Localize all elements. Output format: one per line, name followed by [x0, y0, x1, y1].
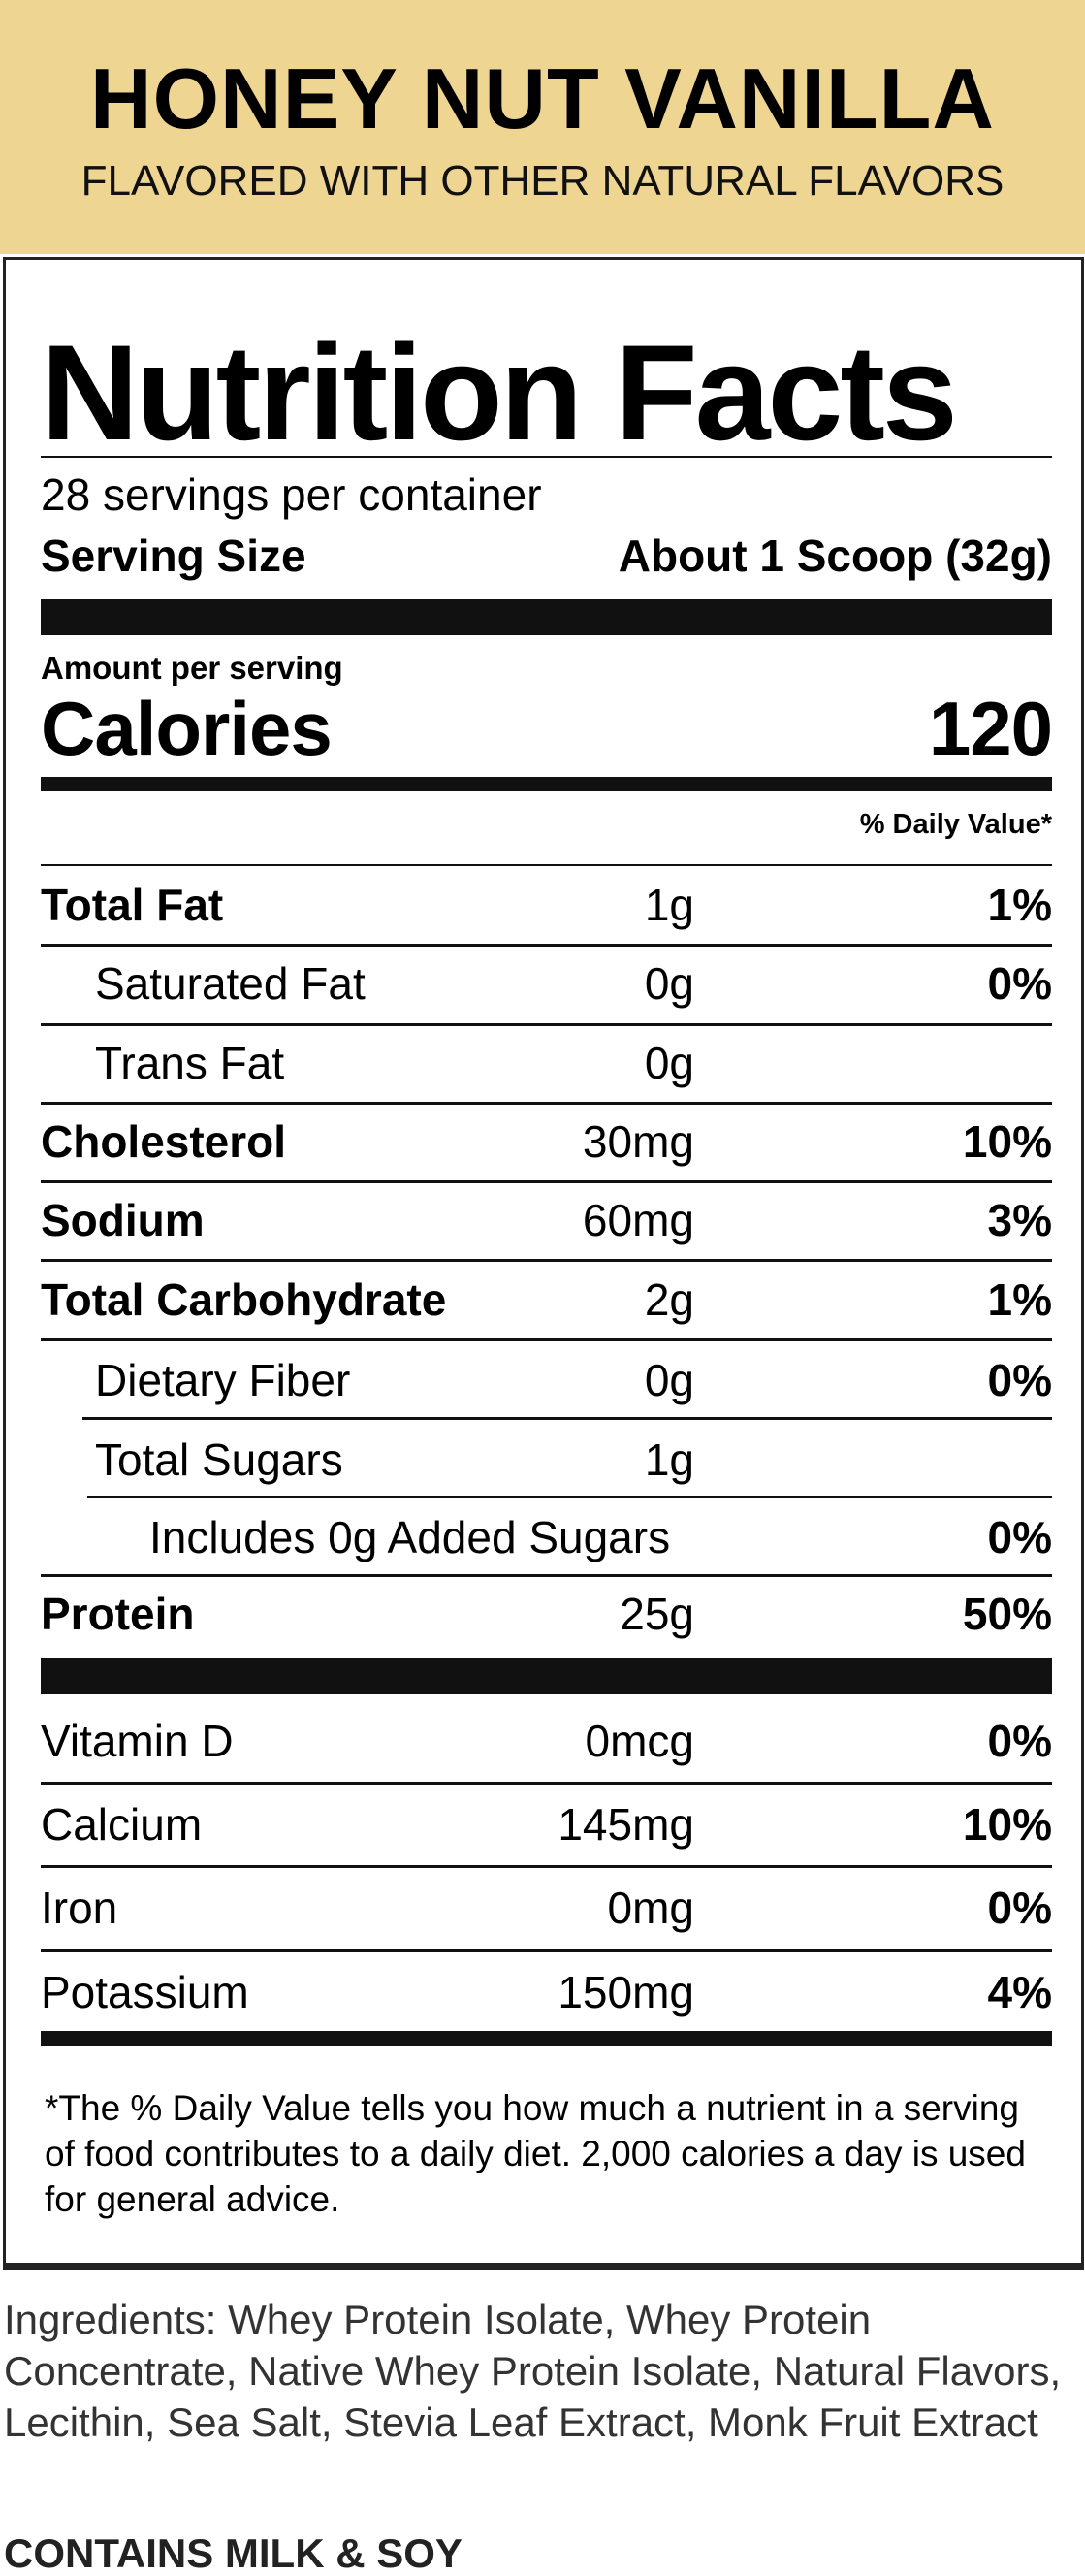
nutrient-daily-value: 0%: [987, 1355, 1052, 1405]
row-divider: [41, 1949, 1052, 1952]
flavor-subtitle: FLAVORED WITH OTHER NATURAL FLAVORS: [80, 157, 1005, 205]
nutrient-amount: 0g: [644, 1038, 694, 1088]
daily-value-footnote: *The % Daily Value tells you how much a …: [45, 2088, 1026, 2219]
nutrient-name: Saturated Fat: [95, 958, 366, 1009]
vitamin-name: Iron: [41, 1883, 118, 1933]
divider: [41, 456, 1052, 458]
vitamin-amount: 0mg: [607, 1883, 694, 1933]
row-divider: [41, 944, 1052, 947]
nutrient-amount: 25g: [620, 1589, 694, 1639]
medium-divider: [41, 2031, 1052, 2046]
nutrient-daily-value: 0%: [987, 1512, 1052, 1562]
nutrient-name: Includes 0g Added Sugars: [149, 1512, 671, 1562]
nutrient-amount: 0g: [644, 1355, 694, 1405]
row-divider: [82, 1417, 1052, 1420]
nutrient-daily-value: 10%: [962, 1116, 1052, 1167]
nutrient-name: Trans Fat: [95, 1038, 285, 1088]
row-divider: [87, 1496, 1052, 1498]
serving-size-value: About 1 Scoop (32g): [618, 531, 1052, 581]
flavor-title: HONEY NUT VANILLA: [90, 50, 995, 146]
calories-value: 120: [928, 686, 1053, 771]
ingredients-label: Ingredients:: [4, 2297, 217, 2342]
vitamin-name: Calcium: [41, 1799, 203, 1850]
nutrition-facts-title: Nutrition Facts: [41, 316, 958, 468]
vitamin-daily-value: 0%: [987, 1716, 1052, 1766]
nutrient-amount: 0g: [644, 958, 694, 1009]
row-divider: [41, 1574, 1052, 1577]
flavor-banner: [0, 0, 1085, 254]
row-divider: [41, 1338, 1052, 1341]
nutrient-name: Total Carbohydrate: [41, 1274, 447, 1325]
nutrient-name: Sodium: [41, 1195, 205, 1245]
vitamin-daily-value: 4%: [987, 1967, 1052, 2017]
nutrient-name: Total Fat: [41, 880, 224, 930]
ingredients-text: Whey Protein Isolate, Whey Protein Conce…: [4, 2297, 1062, 2445]
allergen-statement: CONTAINS MILK & SOY: [4, 2530, 463, 2576]
nutrient-amount: 2g: [644, 1274, 694, 1325]
row-divider: [41, 1782, 1052, 1785]
nutrient-name: Dietary Fiber: [95, 1355, 351, 1405]
vitamin-name: Vitamin D: [41, 1716, 234, 1766]
nutrient-amount: 60mg: [582, 1195, 694, 1245]
nutrient-daily-value: 1%: [987, 880, 1052, 930]
nutrient-name: Protein: [41, 1589, 195, 1639]
nutrient-name: Cholesterol: [41, 1116, 287, 1167]
vitamin-amount: 145mg: [558, 1799, 694, 1850]
vitamin-name: Potassium: [41, 1967, 249, 2017]
daily-value-header: % Daily Value*: [859, 809, 1052, 840]
nutrient-amount: 1g: [644, 1434, 694, 1485]
servings-per-container: 28 servings per container: [41, 469, 542, 520]
divider: [41, 864, 1052, 866]
thick-divider: [41, 599, 1052, 635]
vitamin-daily-value: 0%: [987, 1883, 1052, 1933]
nutrient-daily-value: 3%: [987, 1195, 1052, 1245]
row-divider: [41, 1023, 1052, 1026]
row-divider: [41, 1180, 1052, 1183]
nutrient-amount: 30mg: [582, 1116, 694, 1167]
thick-divider: [41, 1658, 1052, 1694]
row-divider: [41, 1259, 1052, 1262]
row-divider: [41, 1865, 1052, 1868]
vitamin-amount: 0mcg: [585, 1716, 694, 1766]
medium-divider: [41, 777, 1052, 791]
nutrition-facts-panel: [3, 257, 1084, 2270]
nutrient-daily-value: 0%: [987, 958, 1052, 1009]
serving-size-label: Serving Size: [41, 531, 306, 581]
nutrient-name: Total Sugars: [95, 1434, 343, 1485]
vitamin-amount: 150mg: [558, 1967, 694, 2017]
nutrient-daily-value: 50%: [962, 1589, 1052, 1639]
nutrient-daily-value: 1%: [987, 1274, 1052, 1325]
nutrient-amount: 1g: [644, 880, 694, 930]
vitamin-daily-value: 10%: [962, 1799, 1052, 1850]
calories-label: Calories: [41, 686, 333, 771]
row-divider: [41, 1102, 1052, 1105]
amount-per-serving: Amount per serving: [41, 650, 343, 686]
ingredients: Ingredients: Whey Protein Isolate, Whey …: [4, 2294, 1070, 2448]
